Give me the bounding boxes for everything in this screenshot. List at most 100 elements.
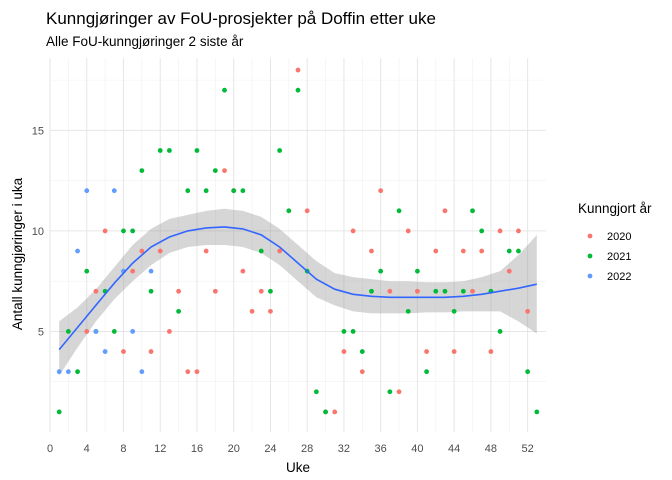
point-2021 — [396, 208, 402, 214]
point-2020 — [176, 288, 181, 294]
point-2021 — [424, 369, 429, 375]
point-2020 — [277, 248, 283, 254]
point-2020 — [102, 228, 108, 234]
point-2021 — [65, 329, 71, 334]
point-2020 — [185, 369, 191, 375]
x-tick-label: 40 — [411, 443, 423, 455]
point-2021 — [157, 148, 163, 153]
point-2021 — [194, 148, 200, 153]
point-2022 — [56, 369, 62, 375]
legend-title: Kunngjort år — [578, 201, 652, 216]
y-tick-label: 5 — [38, 326, 44, 338]
point-2021 — [295, 87, 301, 93]
point-2021 — [323, 409, 328, 415]
grid — [49, 58, 546, 432]
x-tick-label: 12 — [154, 443, 166, 455]
point-2021 — [268, 288, 273, 294]
confidence-band — [59, 208, 537, 376]
point-2020 — [497, 228, 503, 234]
point-2020 — [506, 268, 512, 274]
point-2021 — [148, 288, 154, 294]
point-2020 — [203, 248, 209, 254]
point-2022 — [111, 188, 117, 194]
point-2022 — [139, 369, 145, 375]
x-tick-label: 16 — [191, 443, 203, 455]
y-tick-label: 10 — [32, 226, 44, 238]
legend-key-2020 — [587, 233, 593, 239]
point-2020 — [212, 288, 218, 294]
point-2021 — [203, 188, 209, 194]
point-2021 — [460, 288, 466, 294]
point-2021 — [130, 228, 136, 234]
point-2020 — [460, 248, 466, 254]
legend-label-2020: 2020 — [607, 231, 631, 243]
point-2021 — [415, 268, 420, 274]
point-2021 — [121, 228, 126, 234]
chart-subtitle: Alle FoU-kunngjøringer 2 siste år — [46, 34, 244, 49]
point-2022 — [93, 329, 99, 334]
point-2021 — [359, 349, 365, 354]
x-tick-label: 44 — [448, 443, 460, 455]
point-2021 — [451, 308, 457, 314]
point-2020 — [139, 248, 145, 254]
point-2021 — [185, 188, 191, 194]
x-tick-label: 36 — [375, 443, 387, 455]
point-2020 — [451, 349, 457, 354]
point-2021 — [212, 168, 218, 174]
point-2021 — [506, 248, 512, 254]
point-2021 — [111, 329, 117, 334]
point-2020 — [332, 409, 338, 415]
point-2021 — [378, 268, 384, 274]
point-2021 — [176, 308, 181, 314]
point-2021 — [258, 248, 264, 254]
point-2020 — [424, 349, 429, 354]
x-tick-label: 0 — [47, 443, 53, 455]
point-2020 — [369, 248, 374, 254]
point-2022 — [75, 248, 80, 254]
point-2020 — [387, 288, 393, 294]
point-2021 — [240, 188, 246, 194]
x-tick-label: 32 — [338, 443, 350, 455]
point-2022 — [102, 349, 108, 354]
point-2020 — [240, 268, 246, 274]
legend-label-2022: 2022 — [607, 271, 631, 283]
x-tick-label: 20 — [228, 443, 240, 455]
x-tick-label: 8 — [120, 443, 126, 455]
point-2021 — [222, 87, 227, 93]
point-2020 — [222, 168, 227, 174]
point-2020 — [488, 349, 494, 354]
point-2020 — [396, 389, 402, 395]
point-2021 — [497, 329, 503, 334]
point-2020 — [470, 288, 475, 294]
point-2021 — [405, 308, 411, 314]
point-2022 — [148, 268, 154, 274]
point-2020 — [378, 188, 384, 194]
smooth-curve — [58, 226, 537, 351]
y-axis-ticks: 5 10 15 — [32, 125, 44, 338]
point-2020 — [359, 369, 365, 375]
point-2020 — [157, 248, 163, 254]
point-2022 — [84, 188, 90, 194]
point-2021 — [231, 188, 237, 194]
point-2021 — [167, 148, 172, 153]
x-tick-label: 24 — [264, 443, 276, 455]
point-2021 — [470, 208, 475, 214]
point-2021 — [341, 329, 347, 334]
data-points — [56, 67, 540, 415]
x-tick-label: 52 — [522, 443, 534, 455]
point-2021 — [534, 409, 540, 415]
legend-key-2021 — [587, 253, 593, 259]
point-2021 — [277, 148, 283, 153]
point-2021 — [433, 288, 439, 294]
point-2021 — [387, 389, 393, 395]
point-2021 — [75, 369, 80, 375]
point-2021 — [286, 208, 292, 214]
legend-key-2022 — [587, 273, 593, 279]
point-2020 — [433, 248, 439, 254]
x-axis-ticks: 0 4 8 12 16 20 24 28 32 36 40 44 48 52 — [47, 443, 534, 455]
point-2020 — [258, 288, 264, 294]
point-2020 — [304, 208, 310, 214]
legend: Kunngjort år 2020 2021 2022 — [578, 201, 652, 283]
point-2020 — [516, 228, 521, 234]
